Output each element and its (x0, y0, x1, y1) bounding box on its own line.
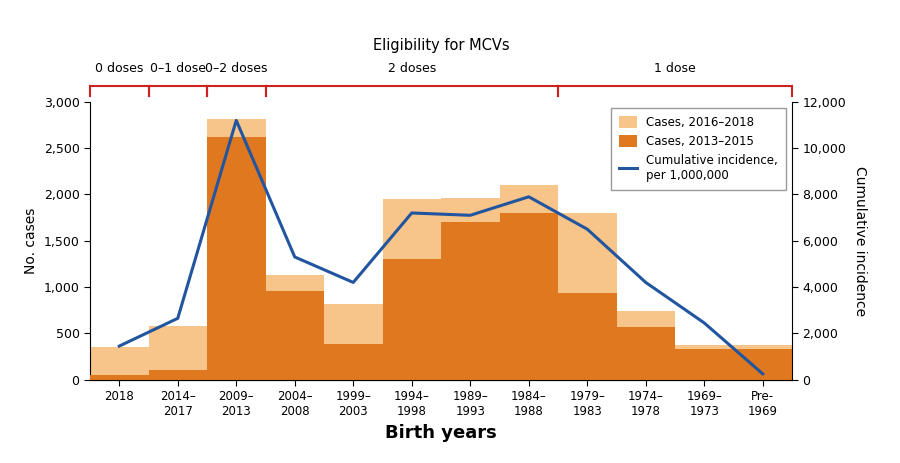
Bar (324, 304, 382, 380)
Y-axis label: Cumulative incidence: Cumulative incidence (853, 166, 867, 316)
Bar (441, 198, 500, 380)
Cumulative incidence,
per 1,000,000 (464, 213, 475, 218)
Bar (500, 213, 558, 380)
Bar (382, 259, 441, 380)
Line: Cumulative incidence,
per 1,000,000: Cumulative incidence, per 1,000,000 (119, 120, 763, 374)
Cumulative incidence,
per 1,000,000 (290, 254, 301, 260)
Text: 2 doses: 2 doses (388, 62, 436, 75)
Bar (90, 375, 148, 380)
Cumulative incidence,
per 1,000,000 (698, 320, 709, 326)
Text: 1 dose: 1 dose (654, 62, 696, 75)
Y-axis label: No. cases: No. cases (24, 207, 38, 274)
Cumulative incidence,
per 1,000,000 (581, 226, 592, 232)
Text: 0 doses: 0 doses (95, 62, 143, 75)
Cumulative incidence,
per 1,000,000 (641, 280, 652, 285)
Text: 0–1 dose: 0–1 dose (149, 62, 206, 75)
Cumulative incidence,
per 1,000,000 (347, 280, 358, 285)
Cumulative incidence,
per 1,000,000 (173, 316, 184, 321)
Bar (616, 327, 675, 380)
Bar (148, 370, 207, 380)
Bar (675, 349, 734, 380)
Bar (675, 345, 734, 380)
Bar (616, 311, 675, 380)
Text: 0–2 doses: 0–2 doses (205, 62, 267, 75)
X-axis label: Birth years: Birth years (385, 424, 497, 442)
Bar (90, 347, 148, 380)
Bar (324, 344, 382, 380)
Bar (207, 119, 266, 380)
Cumulative incidence,
per 1,000,000 (407, 210, 418, 216)
Cumulative incidence,
per 1,000,000 (113, 344, 124, 349)
Cumulative incidence,
per 1,000,000 (524, 194, 535, 200)
Text: Eligibility for MCVs: Eligibility for MCVs (373, 38, 509, 53)
Bar (207, 137, 266, 380)
Bar (734, 349, 792, 380)
Bar (266, 275, 324, 380)
Bar (266, 291, 324, 380)
Bar (441, 222, 500, 380)
Bar (148, 326, 207, 380)
Bar (558, 293, 616, 380)
Legend: Cases, 2016–2018, Cases, 2013–2015, Cumulative incidence,
per 1,000,000: Cases, 2016–2018, Cases, 2013–2015, Cumu… (611, 108, 786, 190)
Cumulative incidence,
per 1,000,000 (758, 371, 769, 377)
Bar (734, 345, 792, 380)
Cumulative incidence,
per 1,000,000 (230, 118, 241, 123)
Bar (382, 199, 441, 380)
Bar (500, 185, 558, 380)
Bar (558, 213, 616, 380)
